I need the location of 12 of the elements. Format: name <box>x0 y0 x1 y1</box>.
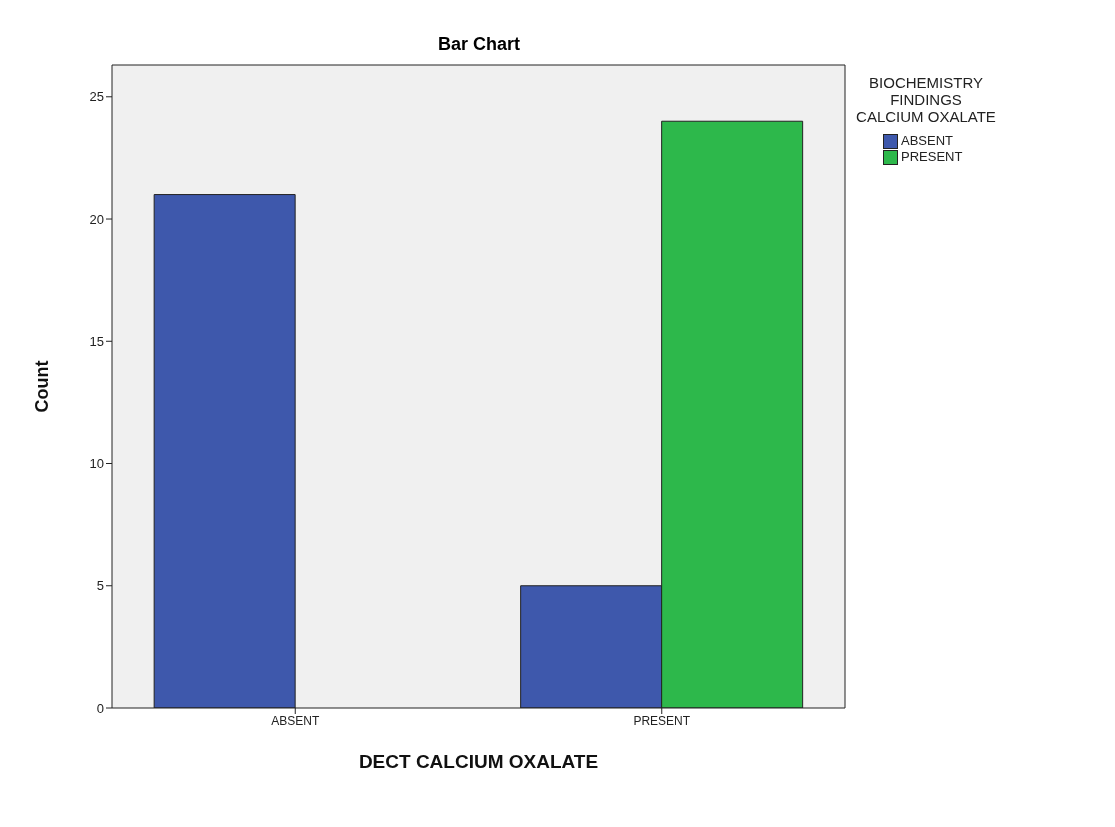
legend-label: ABSENT <box>901 133 954 149</box>
legend-title: BIOCHEMISTRY FINDINGS CALCIUM OXALATE <box>856 74 996 125</box>
y-tick-label: 20 <box>89 211 104 227</box>
y-tick-label: 0 <box>96 700 104 716</box>
y-tick-label: 5 <box>96 578 104 594</box>
chart-title: Bar Chart <box>437 34 521 55</box>
y-tick-label: 15 <box>89 333 104 349</box>
legend-label: PRESENT <box>901 149 963 165</box>
y-tick-label: 25 <box>89 89 104 105</box>
y-axis-title: Count <box>32 360 53 413</box>
y-tick-label: 10 <box>89 456 104 472</box>
x-axis-title: DECT CALCIUM OXALATE <box>358 751 599 772</box>
